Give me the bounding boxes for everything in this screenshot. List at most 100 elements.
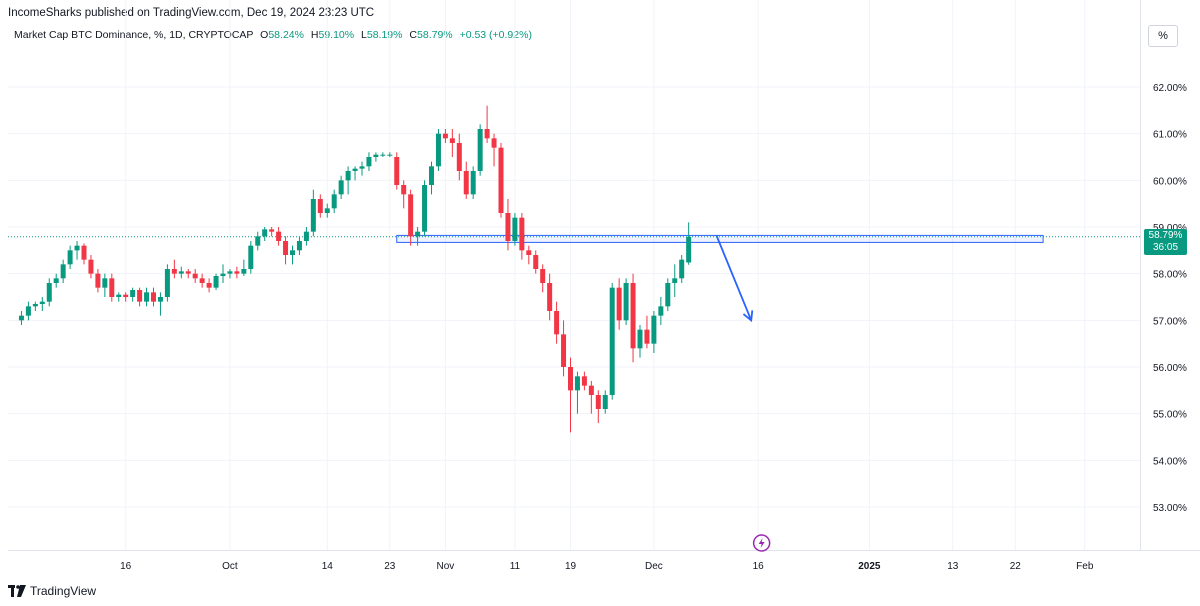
- candle: [533, 250, 539, 274]
- candle-body: [164, 269, 170, 297]
- candle: [32, 301, 38, 311]
- candle-body: [491, 138, 497, 148]
- candle: [269, 227, 275, 237]
- x-tick-label: 11: [510, 561, 521, 572]
- candle: [88, 255, 94, 279]
- candle-body: [686, 236, 692, 263]
- candle: [171, 259, 177, 279]
- candle: [380, 152, 386, 157]
- candle-body: [206, 283, 212, 288]
- candle: [651, 311, 657, 353]
- candle-body: [171, 269, 177, 274]
- candle-body: [526, 250, 532, 255]
- brand-label: TradingView: [30, 584, 97, 598]
- x-tick-label: 13: [947, 561, 959, 572]
- candle-body: [408, 194, 414, 237]
- candle: [352, 166, 358, 181]
- candle-body: [533, 255, 539, 269]
- x-tick-label: Feb: [1076, 561, 1094, 572]
- candle: [137, 287, 143, 307]
- candle-body: [644, 329, 650, 344]
- x-tick-label: 23: [384, 561, 396, 572]
- candle-body: [88, 259, 94, 274]
- y-tick-label: 58.00%: [1153, 270, 1187, 281]
- candle: [456, 133, 462, 181]
- candle: [387, 152, 393, 157]
- candle: [568, 357, 573, 433]
- candle: [401, 180, 407, 209]
- candle: [415, 227, 421, 246]
- candle-body: [449, 138, 455, 143]
- candle-body: [373, 154, 379, 157]
- candle: [151, 287, 156, 307]
- candle: [262, 227, 268, 241]
- candle-body: [387, 154, 393, 156]
- candle-body: [581, 376, 587, 386]
- y-tick-label: 54.00%: [1153, 456, 1187, 467]
- candle: [519, 213, 525, 260]
- candle-body: [630, 283, 636, 349]
- candle: [331, 189, 337, 213]
- candle: [672, 264, 678, 297]
- bar-countdown: 36:05: [1152, 242, 1179, 253]
- candle-body: [303, 231, 309, 241]
- x-tick-label: Dec: [645, 561, 663, 572]
- candle: [220, 264, 226, 283]
- x-axis: 16 Oct 14 23 Nov 11 19 Dec 16 2025 13 22 Feb: [120, 561, 1094, 572]
- y-tick-label: 62.00%: [1153, 83, 1187, 94]
- y-tick-label: 56.00%: [1153, 363, 1187, 374]
- candle: [296, 236, 302, 255]
- candle: [283, 236, 289, 265]
- candle-body: [25, 306, 31, 316]
- candle-body: [588, 385, 594, 395]
- candle-body: [199, 278, 205, 283]
- candle-body: [623, 283, 629, 321]
- candle: [130, 287, 136, 302]
- candle-body: [498, 147, 504, 213]
- candle-body: [470, 171, 476, 195]
- candle-body: [317, 199, 323, 213]
- candle: [484, 105, 490, 143]
- x-tick-label: 16: [120, 561, 132, 572]
- candle-body: [637, 329, 643, 349]
- candle-body: [213, 276, 219, 288]
- candle-body: [310, 199, 316, 232]
- candle-body: [39, 301, 45, 304]
- candle-body: [463, 171, 469, 195]
- candle-body: [151, 292, 156, 302]
- candle-body: [422, 185, 428, 232]
- candle: [554, 301, 560, 344]
- candle-body: [102, 278, 108, 288]
- candle-body: [32, 304, 38, 307]
- candle: [317, 194, 323, 218]
- candle-body: [248, 245, 254, 269]
- open-value: 58.24%: [268, 29, 304, 41]
- candle: [373, 152, 379, 162]
- candle-body: [18, 315, 24, 321]
- candle-body: [352, 168, 358, 171]
- candle: [157, 292, 163, 316]
- candle: [429, 161, 434, 195]
- candle: [449, 129, 455, 157]
- candle-body: [227, 271, 233, 274]
- x-tick-label: 16: [753, 561, 765, 572]
- candle-body: [568, 367, 573, 391]
- candle: [581, 371, 587, 391]
- candle: [199, 273, 205, 288]
- candle: [241, 259, 247, 276]
- candle-body: [255, 236, 261, 246]
- y-axis: 53.00% 54.00% 55.00% 56.00% 57.00% 58.00% 59.0…: [1153, 83, 1187, 514]
- candle-body: [477, 129, 483, 171]
- candle: [491, 133, 497, 167]
- candle: [498, 143, 504, 218]
- candle: [255, 231, 261, 251]
- candle: [95, 269, 101, 293]
- change-value: +0.53 (+0.92%): [459, 29, 532, 41]
- y-tick-label: 61.00%: [1153, 130, 1187, 141]
- candle: [561, 320, 567, 377]
- unit-toggle-button[interactable]: %: [1148, 25, 1178, 47]
- candle-body: [290, 250, 295, 255]
- candle: [602, 390, 608, 414]
- candle: [623, 278, 629, 325]
